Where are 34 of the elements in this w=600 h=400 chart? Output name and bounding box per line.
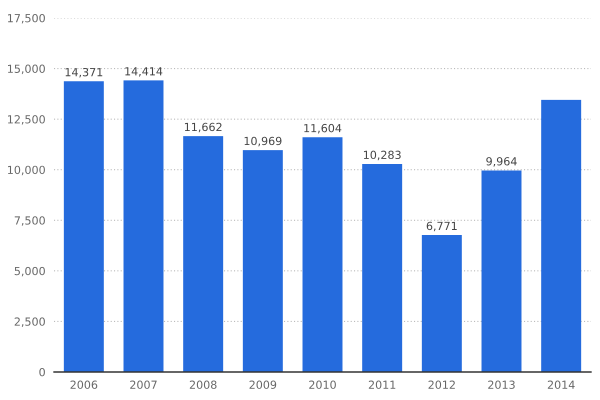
x-tick-label: 2013 (488, 380, 515, 389)
y-tick-label: 10,000 (8, 166, 45, 176)
x-tick-label: 2011 (368, 380, 396, 389)
y-tick-label: 2,500 (14, 317, 45, 327)
y-tick-label: 12,500 (8, 115, 45, 125)
bar (302, 137, 342, 372)
bar (242, 150, 283, 372)
x-tick-label: 2010 (309, 380, 336, 389)
x-tick-label: 2008 (190, 380, 217, 389)
data-label: 10,283 (364, 150, 401, 160)
data-label: 9,964 (486, 157, 517, 167)
x-tick-label: 2007 (130, 380, 157, 389)
x-tick-label: 2012 (428, 380, 455, 389)
bar (183, 136, 224, 372)
data-label: 14,371 (66, 68, 102, 78)
data-label: 11,662 (184, 122, 222, 132)
data-label: 11,604 (304, 124, 342, 134)
x-tick-label: 2014 (548, 380, 575, 389)
y-tick-label: 17,500 (8, 14, 45, 24)
y-tick-label: 7,500 (14, 216, 45, 226)
y-tick-label: 5,000 (14, 266, 45, 276)
bar (541, 100, 582, 372)
data-label: 6,771 (426, 222, 457, 232)
bar (422, 235, 462, 372)
y-tick-label: 15,000 (8, 64, 45, 74)
y-tick-label: 0 (39, 368, 45, 376)
x-tick-label: 2009 (250, 380, 276, 389)
data-label: 10,969 (244, 136, 282, 146)
bar (124, 80, 164, 372)
x-tick-label: 2006 (70, 380, 98, 389)
bar (362, 164, 402, 372)
data-label: 14,414 (125, 67, 162, 77)
bar (482, 170, 522, 372)
bar (64, 81, 104, 372)
